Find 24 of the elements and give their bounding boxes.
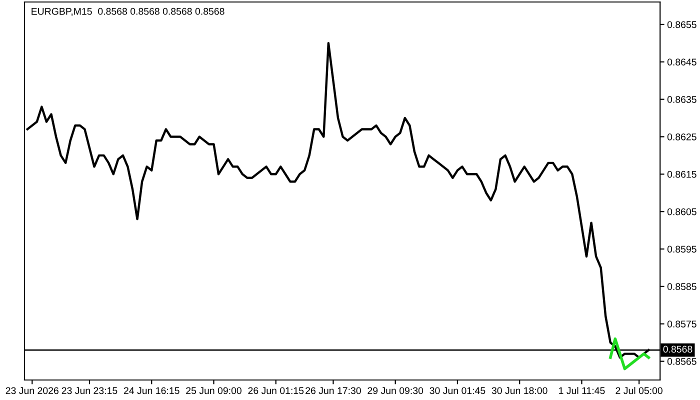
x-tick-label: 25 Jun 09:00 <box>186 387 242 394</box>
y-tick-label: 0.8585 <box>667 283 696 290</box>
y-tick-label: 0.8575 <box>667 320 696 328</box>
x-tick-label: 24 Jun 16:15 <box>124 387 180 394</box>
x-tick-label: 23 Jun 23:15 <box>62 387 118 394</box>
line-series <box>609 337 650 370</box>
y-tick-label: 0.8655 <box>667 21 696 28</box>
y-tick-label: 0.8565 <box>667 358 696 365</box>
text: EURGBP,M15 0.8568 0.8568 0.8568 0.8568 <box>32 8 224 16</box>
x-tick-label: 26 Jun 01:15 <box>248 387 304 394</box>
x-tick-label: 26 Jun 17:30 <box>306 387 361 394</box>
x-tick-label: 2 Jul 05:00 <box>616 386 662 394</box>
x-tick-label: 30 Jun 18:00 <box>492 387 548 394</box>
x-tick-label: 23 Jun 2026 <box>6 387 58 394</box>
y-tick-label: 0.8645 <box>667 58 696 66</box>
ref-line-label: 0.8568 <box>663 346 692 353</box>
y-tick-label: 0.8605 <box>667 208 696 216</box>
y-tick-label: 0.8635 <box>667 96 696 103</box>
x-tick-label: 30 Jun 01:45 <box>430 387 486 394</box>
y-tick-label: 0.8625 <box>667 133 696 140</box>
y-tick-label: 0.8595 <box>667 246 696 253</box>
x-tick-label: 1 Jul 11:45 <box>559 386 605 394</box>
x-tick-label: 29 Jun 09:30 <box>368 387 424 394</box>
y-tick-label: 0.8615 <box>667 170 696 178</box>
